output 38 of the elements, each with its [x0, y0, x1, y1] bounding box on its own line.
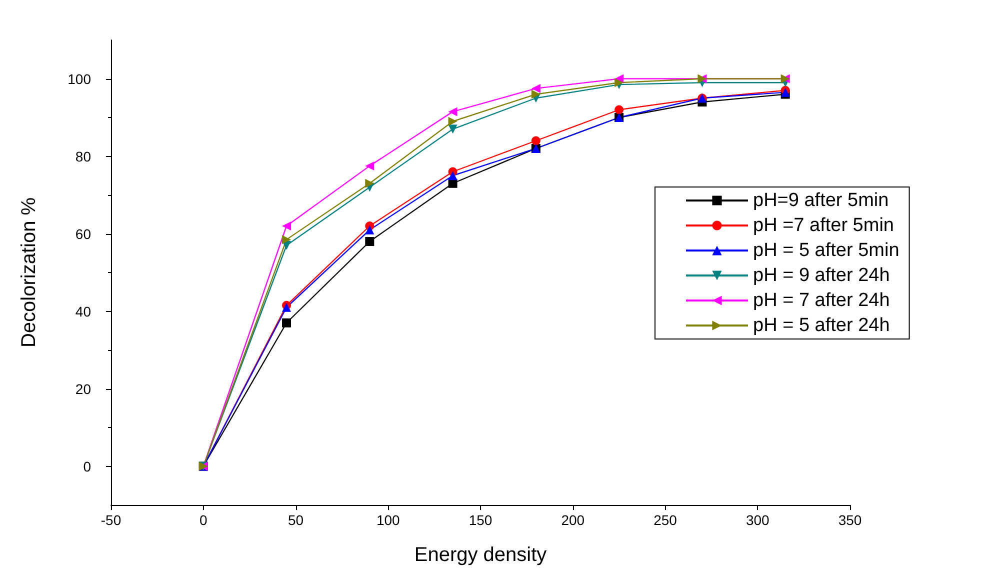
x-tick-label: 150: [468, 512, 492, 528]
x-axis-title: Energy density: [414, 544, 547, 566]
y-tick-label: 80: [75, 148, 92, 164]
point: [282, 318, 292, 328]
x-tick-label: 250: [654, 512, 678, 528]
y-tick-label: 0: [83, 458, 92, 474]
point: [365, 225, 374, 234]
legend-label: pH =7 after 5min: [753, 215, 894, 236]
point: [448, 116, 458, 126]
legend-label: pH=9 after 5min: [753, 190, 889, 211]
x-tick-label: 50: [288, 512, 304, 528]
x-tick-label: -50: [100, 512, 122, 528]
point: [531, 136, 540, 146]
point: [448, 107, 458, 116]
point: [365, 237, 374, 246]
point: [282, 235, 292, 244]
y-tick-label: 100: [68, 70, 92, 87]
y-tick-label: 60: [75, 226, 92, 242]
legend-label: pH = 9 after 24h: [753, 265, 890, 286]
point: [282, 222, 292, 230]
y-tick-label: 20: [75, 380, 92, 397]
point: [365, 178, 374, 188]
point: [614, 105, 624, 114]
point: [531, 84, 540, 93]
legend-label: pH = 5 after 24h: [753, 315, 890, 336]
x-tick-label: 350: [838, 512, 862, 528]
x-tick-label: 300: [746, 512, 770, 528]
y-tick-label: 40: [75, 303, 92, 320]
point: [531, 90, 540, 99]
point: [448, 171, 458, 180]
legend-label: pH = 5 after 5min: [753, 240, 900, 261]
point: [365, 161, 374, 170]
x-tick-label: 200: [561, 512, 585, 528]
point: [448, 124, 458, 134]
y-axis-title: Decolorization %: [18, 197, 40, 348]
x-tick-label: 0: [199, 512, 208, 528]
legend-label: pH = 7 after 24h: [753, 290, 890, 311]
x-tick-label: 100: [376, 512, 400, 528]
